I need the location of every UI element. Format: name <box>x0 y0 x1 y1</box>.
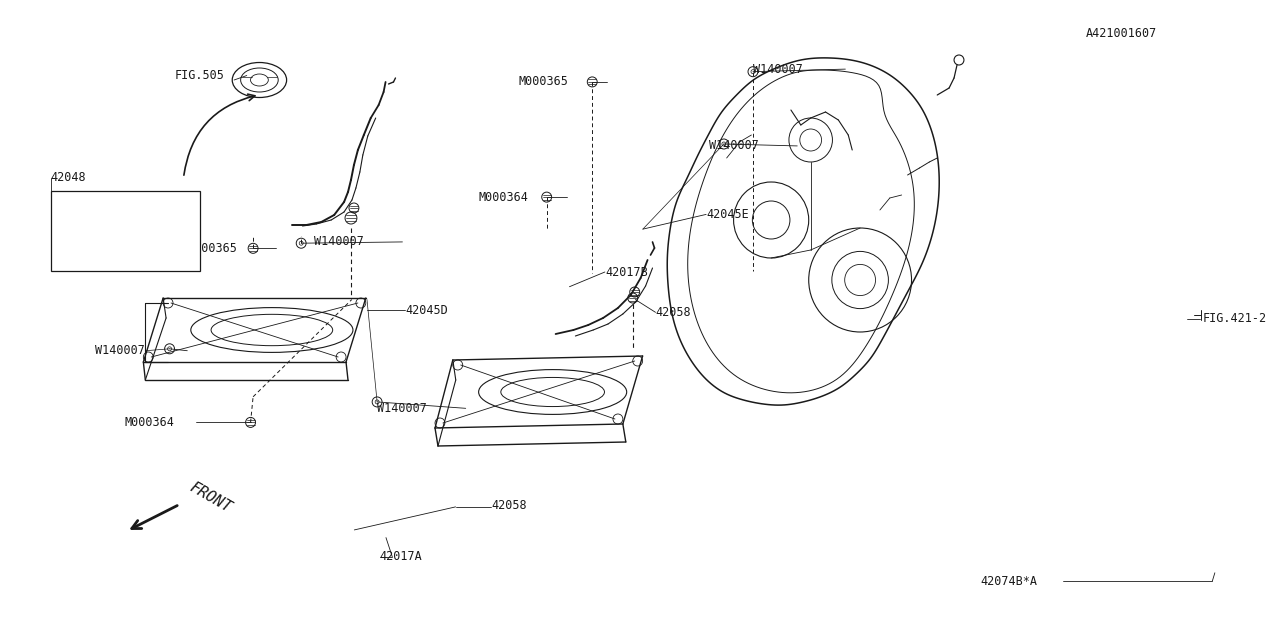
Text: M000365: M000365 <box>187 242 237 255</box>
Text: M000365: M000365 <box>518 76 568 88</box>
Text: M000364: M000364 <box>124 416 174 429</box>
Text: FRONT: FRONT <box>187 480 234 516</box>
Text: 42045D: 42045D <box>404 304 448 317</box>
Text: 42058: 42058 <box>655 306 691 319</box>
Text: FIG.421-2: FIG.421-2 <box>1202 312 1266 325</box>
Text: ⚠ WARNING: ⚠ WARNING <box>55 258 101 264</box>
Text: 42074B*A: 42074B*A <box>980 575 1038 588</box>
Text: M000364: M000364 <box>479 191 529 204</box>
Text: W140007: W140007 <box>709 140 759 152</box>
Text: 42048: 42048 <box>51 172 86 184</box>
Text: FIG.505: FIG.505 <box>174 69 224 82</box>
Text: 42045E: 42045E <box>707 208 749 221</box>
Text: 42017B: 42017B <box>605 266 648 278</box>
Text: W140007: W140007 <box>753 63 803 76</box>
Text: 42058: 42058 <box>492 499 526 512</box>
Text: A421001607: A421001607 <box>1085 27 1157 40</box>
Text: W140007: W140007 <box>378 402 428 415</box>
Text: 42017A: 42017A <box>380 550 422 563</box>
Text: W140007: W140007 <box>95 344 145 357</box>
FancyBboxPatch shape <box>51 191 200 271</box>
Text: W140007: W140007 <box>314 236 364 248</box>
Text: ⚠ AVERTISSEMENT: ⚠ AVERTISSEMENT <box>55 214 113 219</box>
